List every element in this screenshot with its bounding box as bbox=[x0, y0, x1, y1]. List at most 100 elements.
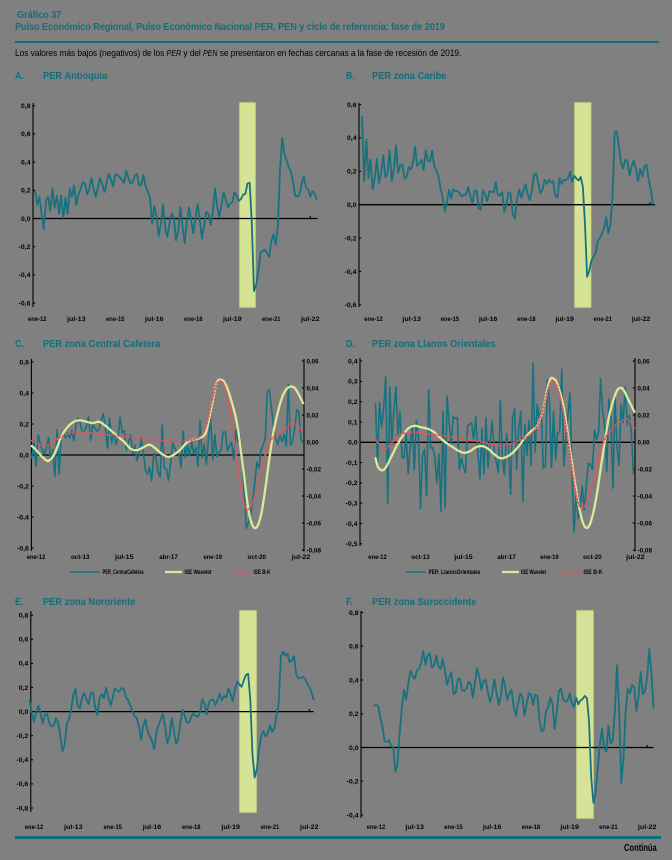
svg-text:-0,4: -0,4 bbox=[17, 514, 30, 521]
svg-text:jul-13: jul-13 bbox=[404, 824, 424, 831]
svg-text:jul-19: jul-19 bbox=[559, 824, 579, 831]
svg-text:jul-22: jul-22 bbox=[299, 824, 319, 831]
svg-text:jul-16: jul-16 bbox=[482, 824, 502, 831]
svg-text:0,2: 0,2 bbox=[19, 685, 29, 692]
svg-text:jul-13: jul-13 bbox=[66, 316, 86, 323]
svg-text:ISE Wavelet: ISE Wavelet bbox=[185, 570, 212, 576]
svg-text:jul-16: jul-16 bbox=[142, 824, 162, 831]
svg-text:0,2: 0,2 bbox=[21, 188, 31, 195]
svg-text:0,02: 0,02 bbox=[638, 412, 650, 419]
svg-text:-0,4: -0,4 bbox=[19, 272, 32, 279]
svg-text:-0,06: -0,06 bbox=[307, 520, 322, 527]
svg-text:-0,2: -0,2 bbox=[19, 244, 32, 251]
svg-text:ene-15: ene-15 bbox=[441, 316, 460, 323]
svg-text:jul-22: jul-22 bbox=[625, 554, 645, 561]
svg-text:oct-20: oct-20 bbox=[583, 554, 602, 561]
svg-text:-0,4: -0,4 bbox=[16, 757, 29, 764]
svg-text:0,0: 0,0 bbox=[19, 709, 29, 716]
svg-text:0,8: 0,8 bbox=[21, 103, 31, 110]
svg-text:0,4: 0,4 bbox=[349, 677, 359, 684]
svg-text:ene-12: ene-12 bbox=[364, 316, 383, 323]
svg-text:ISE B-K: ISE B-K bbox=[254, 570, 272, 576]
svg-text:-0,4: -0,4 bbox=[347, 812, 360, 819]
svg-text:jul-19: jul-19 bbox=[222, 316, 242, 323]
svg-text:ene-18: ene-18 bbox=[184, 316, 203, 323]
svg-text:-0,4: -0,4 bbox=[345, 269, 358, 276]
svg-text:-0,2: -0,2 bbox=[347, 779, 360, 786]
svg-text:-0,6: -0,6 bbox=[17, 545, 30, 552]
svg-text:jul-16: jul-16 bbox=[478, 316, 498, 323]
svg-text:0,2: 0,2 bbox=[349, 711, 359, 718]
svg-text:ene-21: ene-21 bbox=[599, 824, 618, 831]
svg-text:abr-17: abr-17 bbox=[497, 554, 516, 561]
svg-text:0,4: 0,4 bbox=[348, 358, 358, 365]
svg-text:-0,6: -0,6 bbox=[19, 300, 32, 307]
svg-text:-0,2: -0,2 bbox=[17, 483, 30, 490]
svg-text:oct-13: oct-13 bbox=[411, 554, 430, 561]
svg-text:0,04: 0,04 bbox=[638, 385, 650, 392]
svg-text:PER_LlanosOrientales: PER_LlanosOrientales bbox=[429, 570, 482, 576]
svg-text:jul-22: jul-22 bbox=[300, 316, 320, 323]
svg-text:0,00: 0,00 bbox=[307, 439, 319, 446]
svg-text:jul-22: jul-22 bbox=[631, 316, 651, 323]
svg-text:0,4: 0,4 bbox=[347, 135, 357, 142]
svg-text:-0,02: -0,02 bbox=[638, 466, 653, 473]
svg-text:jul-15: jul-15 bbox=[453, 554, 473, 561]
svg-text:jul-19: jul-19 bbox=[554, 316, 574, 323]
svg-text:0,4: 0,4 bbox=[19, 661, 29, 668]
svg-text:-0,1: -0,1 bbox=[346, 460, 359, 467]
svg-text:ene-12: ene-12 bbox=[27, 554, 46, 561]
svg-text:-0,3: -0,3 bbox=[346, 501, 359, 508]
svg-text:0,0: 0,0 bbox=[21, 216, 31, 223]
svg-text:-0,2: -0,2 bbox=[16, 733, 29, 740]
svg-text:ISE B-K: ISE B-K bbox=[584, 570, 604, 576]
svg-text:jul-13: jul-13 bbox=[63, 824, 83, 831]
svg-text:0,6: 0,6 bbox=[19, 359, 29, 366]
svg-text:0,1: 0,1 bbox=[348, 419, 358, 426]
svg-text:0,06: 0,06 bbox=[307, 358, 319, 365]
svg-text:-0,08: -0,08 bbox=[638, 547, 653, 554]
svg-text:0,6: 0,6 bbox=[21, 131, 31, 138]
svg-text:jul-13: jul-13 bbox=[401, 316, 421, 323]
svg-text:ene-15: ene-15 bbox=[103, 824, 122, 831]
svg-text:ene-21: ene-21 bbox=[262, 316, 281, 323]
svg-text:ene-19: ene-19 bbox=[540, 554, 559, 561]
svg-text:jul-22: jul-22 bbox=[637, 824, 657, 831]
svg-text:jul-16: jul-16 bbox=[144, 316, 164, 323]
svg-text:ene-15: ene-15 bbox=[444, 824, 463, 831]
svg-text:0,2: 0,2 bbox=[347, 169, 357, 176]
svg-text:ene-21: ene-21 bbox=[594, 316, 613, 323]
svg-text:0,0: 0,0 bbox=[349, 745, 359, 752]
svg-text:0,6: 0,6 bbox=[347, 102, 357, 109]
svg-text:0,2: 0,2 bbox=[19, 421, 29, 428]
svg-text:-0,8: -0,8 bbox=[16, 805, 29, 812]
svg-text:0,06: 0,06 bbox=[638, 358, 650, 365]
svg-text:0,02: 0,02 bbox=[307, 412, 319, 419]
svg-text:ene-12: ene-12 bbox=[25, 824, 44, 831]
svg-text:oct-13: oct-13 bbox=[71, 554, 90, 561]
svg-text:jul-19: jul-19 bbox=[220, 824, 240, 831]
svg-text:jul-22: jul-22 bbox=[291, 554, 311, 561]
svg-text:0,4: 0,4 bbox=[21, 159, 31, 166]
svg-text:0,6: 0,6 bbox=[349, 644, 359, 651]
svg-text:0,0: 0,0 bbox=[347, 202, 357, 209]
svg-text:0,0: 0,0 bbox=[348, 440, 358, 447]
svg-text:0,04: 0,04 bbox=[307, 385, 319, 392]
svg-text:0,2: 0,2 bbox=[348, 399, 358, 406]
svg-text:-0,2: -0,2 bbox=[346, 480, 359, 487]
svg-text:ene-18: ene-18 bbox=[522, 824, 541, 831]
svg-text:-0,04: -0,04 bbox=[307, 493, 322, 500]
svg-text:-0,6: -0,6 bbox=[16, 781, 29, 788]
svg-text:ene-12: ene-12 bbox=[368, 554, 387, 561]
svg-text:0,8: 0,8 bbox=[349, 610, 359, 617]
svg-text:ene-21: ene-21 bbox=[261, 824, 280, 831]
svg-text:PER_CentralCafetera: PER_CentralCafetera bbox=[103, 570, 144, 576]
svg-text:-0,08: -0,08 bbox=[307, 547, 322, 554]
svg-text:-0,02: -0,02 bbox=[307, 466, 322, 473]
svg-text:0,0: 0,0 bbox=[19, 452, 29, 459]
svg-text:oct-20: oct-20 bbox=[248, 554, 267, 561]
svg-text:0,6: 0,6 bbox=[19, 637, 29, 644]
svg-text:ene-18: ene-18 bbox=[517, 316, 536, 323]
svg-text:abr-17: abr-17 bbox=[159, 554, 178, 561]
svg-text:jul-15: jul-15 bbox=[114, 554, 134, 561]
